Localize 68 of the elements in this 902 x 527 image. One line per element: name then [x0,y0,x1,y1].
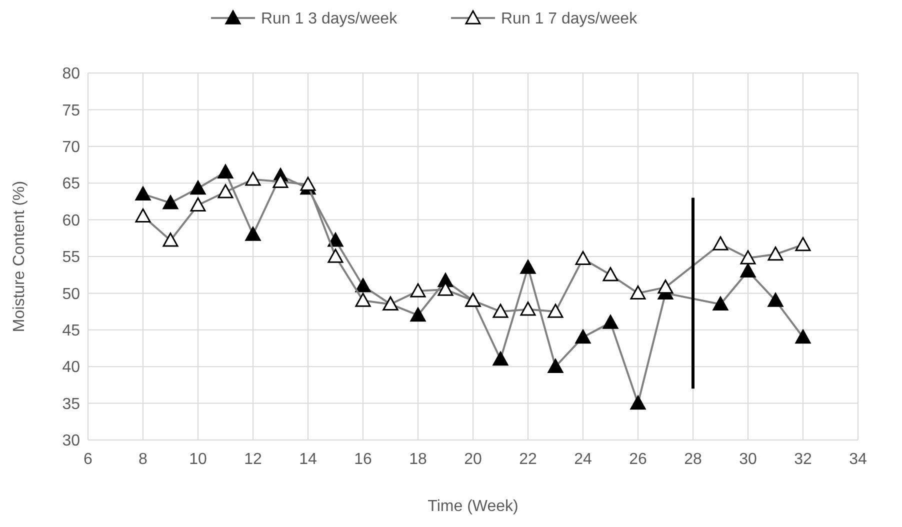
point [575,329,591,344]
point [520,302,536,316]
y-tick-label: 30 [62,432,80,450]
point [328,232,344,247]
x-tick-label: 20 [464,451,482,468]
point [355,292,371,307]
point [162,232,178,247]
point [410,283,426,298]
point [630,285,646,300]
point [712,236,728,250]
point [492,304,508,318]
point [575,250,591,266]
legend-label: Run 1 7 days/week [501,10,638,28]
y-tick-label: 70 [62,139,80,156]
point [712,296,728,311]
point [520,260,536,274]
point [162,195,178,210]
x-tick-label: 10 [189,451,207,468]
y-tick-label: 45 [62,322,80,340]
point [492,352,508,366]
x-tick-label: 8 [138,451,148,468]
point [602,267,618,282]
point [190,197,206,212]
y-tick-label: 50 [62,286,80,303]
point [548,304,564,318]
x-tick-label: 14 [299,451,317,468]
y-tick-label: 60 [62,212,80,230]
x-tick-label: 6 [84,451,93,468]
point [795,237,811,252]
point [795,329,811,344]
x-tick-label: 22 [519,451,537,468]
point [135,208,151,222]
point [658,280,674,294]
x-tick-label: 12 [244,451,262,468]
point [218,184,234,198]
point [740,263,756,278]
y-tick-label: 40 [62,359,80,376]
point [300,176,316,191]
point [355,278,371,292]
y-tick-label: 55 [62,249,80,266]
point [768,246,784,261]
point [135,186,151,200]
x-tick-label: 34 [849,451,867,468]
y-tick-label: 35 [62,396,80,413]
point [410,307,426,322]
x-tick-label: 28 [684,451,702,468]
point [245,226,261,241]
point [548,358,564,373]
x-tick-label: 32 [794,451,812,468]
point [190,180,206,195]
point [245,172,261,186]
x-tick-label: 18 [409,451,427,468]
point [630,396,646,410]
point [740,250,756,264]
point [602,314,618,329]
point [328,248,344,263]
y-tick-label: 65 [62,176,80,193]
y-tick-label: 80 [62,66,80,83]
point [218,164,234,178]
x-tick-label: 30 [739,451,757,468]
x-axis-title: Time (Week) [428,498,518,515]
y-axis-title: Moisture Content (%) [11,180,28,332]
legend-label: Run 1 3 days/week [261,10,398,28]
y-tick-label: 75 [62,102,80,120]
x-tick-label: 24 [574,451,592,468]
x-tick-label: 26 [629,451,647,468]
point [768,292,784,307]
x-tick-label: 16 [354,451,372,468]
